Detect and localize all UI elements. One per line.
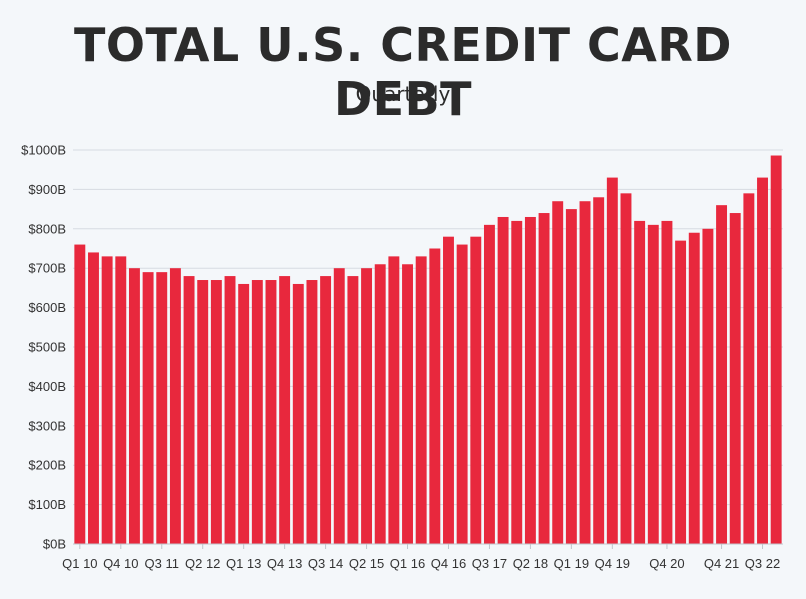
y-tick-label: $1000B [21, 143, 66, 158]
chart-subtitle: Quarterly [355, 82, 451, 106]
x-tick-label: Q2 15 [349, 556, 384, 571]
bar-q1-22 [729, 213, 741, 545]
bar-q1-21 [675, 240, 687, 544]
bar-q3-10 [101, 256, 113, 544]
bar-q2-16 [415, 256, 427, 544]
bar-q2-11 [142, 272, 154, 544]
y-tick-label: $900B [28, 182, 66, 197]
bar-q4-18 [552, 201, 564, 544]
x-tick-label: Q4 19 [595, 556, 630, 571]
y-tick-label: $400B [28, 379, 66, 394]
bar-q4-21 [716, 205, 728, 544]
bar-q1-12 [183, 276, 195, 544]
y-tick-label: $800B [28, 221, 66, 236]
bar-q2-18 [524, 216, 536, 545]
x-tick-label: Q3 17 [472, 556, 507, 571]
bars [74, 155, 782, 545]
bar-q2-17 [470, 236, 482, 544]
bar-q4-22 [770, 155, 782, 545]
bar-q3-18 [538, 213, 550, 545]
bar-q1-13 [238, 283, 250, 544]
x-axis: Q1 10 Q4 10 Q3 11 Q2 12 Q1 13 Q4 13 Q3 14 Q2 15… [62, 543, 783, 571]
x-tick-label: Q2 12 [185, 556, 220, 571]
x-tick-label: Q4 13 [267, 556, 302, 571]
y-tick-label: $0B [43, 537, 66, 552]
y-tick-label: $100B [28, 497, 66, 512]
bar-q3-11 [156, 272, 168, 544]
bar-q1-15 [347, 276, 359, 544]
y-axis: $0B $100B $200B $300B $400B $500B $600B $700B $8… [21, 143, 66, 552]
bar-q4-10 [115, 256, 127, 544]
bar-q2-22 [743, 193, 755, 544]
bar-q3-15 [374, 264, 386, 544]
bar-q1-20 [620, 193, 632, 544]
y-tick-label: $600B [28, 300, 66, 315]
bar-q4-16 [443, 236, 454, 544]
bar-q4-15 [388, 256, 400, 544]
x-tick-label: Q1 13 [226, 556, 261, 571]
y-tick-label: $500B [28, 340, 66, 355]
bar-q3-12 [210, 280, 222, 544]
bar-q4-19 [606, 177, 618, 544]
bar-q4-20 [661, 220, 673, 545]
x-tick-label: Q4 21 [704, 556, 739, 571]
bar-q1-18 [511, 220, 523, 545]
bar-q2-21 [688, 232, 700, 545]
bar-q1-11 [128, 268, 140, 544]
bar-q1-14 [292, 283, 304, 544]
bar-q1-10 [74, 244, 86, 544]
bar-q2-10 [88, 252, 99, 544]
bar-q2-12 [197, 280, 209, 544]
y-tick-label: $200B [28, 458, 66, 473]
x-tick-label: Q1 19 [554, 556, 589, 571]
x-tick-label: Q4 16 [431, 556, 466, 571]
bar-q2-13 [251, 280, 263, 544]
bar-q3-14 [320, 276, 332, 544]
y-tick-label: $300B [28, 418, 66, 433]
x-tick-label: Q2 18 [513, 556, 548, 571]
x-tick-label: Q3 11 [145, 556, 179, 571]
bar-q3-19 [593, 197, 605, 544]
bar-q4-14 [333, 268, 345, 544]
bar-q3-22 [757, 177, 768, 544]
bar-q1-17 [456, 244, 468, 544]
bar-q2-19 [579, 201, 591, 544]
bar-q4-17 [497, 216, 509, 545]
bar-q2-20 [634, 220, 646, 545]
bar-q1-16 [402, 264, 413, 544]
x-tick-label: Q3 22 [745, 556, 780, 571]
x-tick-label: Q1 16 [390, 556, 425, 571]
bar-q3-21 [702, 228, 714, 545]
bar-q3-20 [647, 224, 659, 545]
x-tick-label: Q4 10 [103, 556, 138, 571]
bar-q3-17 [483, 224, 495, 545]
bar-q3-13 [265, 280, 277, 544]
x-tick-label: Q3 14 [308, 556, 343, 571]
bar-q4-11 [169, 268, 181, 544]
bar-q4-12 [224, 276, 236, 544]
x-tick-label: Q4 20 [649, 556, 684, 571]
bar-q3-16 [429, 248, 441, 544]
bar-q4-13 [279, 276, 291, 544]
bar-q2-15 [361, 268, 373, 544]
x-tick-label: Q1 10 [62, 556, 97, 571]
y-tick-label: $700B [28, 261, 66, 276]
bar-q2-14 [306, 280, 318, 544]
chart-title: TOTAL U.S. CREDIT CARD DEBT [74, 18, 732, 126]
bar-q1-19 [565, 209, 577, 544]
